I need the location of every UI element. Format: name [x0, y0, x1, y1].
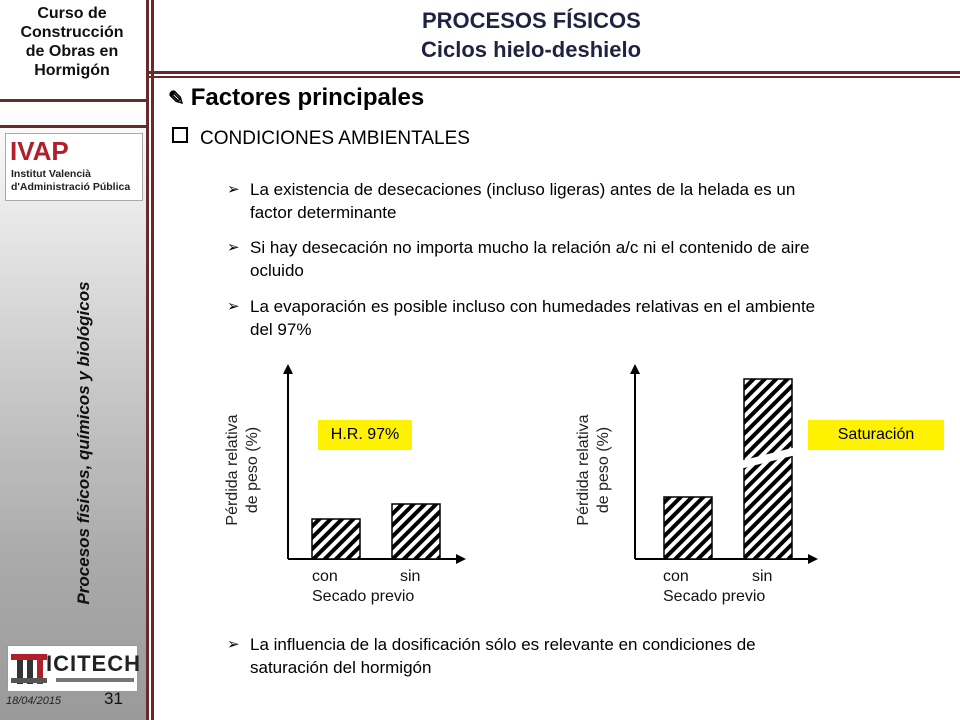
ivap-logo: IVAP Institut Valencià d'Administració P…: [5, 133, 143, 201]
chart1-y-arrow-icon: [283, 364, 293, 374]
ivap-logo-line2: d'Administració Pública: [11, 181, 131, 193]
y-axis-label-line: Pérdida relativa: [575, 414, 592, 526]
chart1-category-label: con: [312, 568, 338, 585]
subsection-heading-text: CONDICIONES AMBIENTALES: [200, 128, 470, 149]
section-heading: ✎ Factores principales: [168, 84, 424, 112]
course-title-line: Curso de: [37, 5, 107, 22]
chart1-bars: [311, 503, 441, 560]
chart1-plot: [283, 364, 466, 564]
chart2-bar-con: [663, 496, 713, 560]
sidebar-background: [0, 102, 146, 720]
icitech-emblem-icon: [11, 654, 47, 684]
section-heading-text: Factores principales: [190, 84, 425, 111]
chart1-x-axis-label: Secado previo: [312, 588, 415, 605]
course-title-line: Construcción: [20, 24, 124, 41]
chart2-y-axis-label: Pérdida relativa de peso (%): [574, 414, 614, 525]
chart2-bar-sin: [743, 378, 793, 560]
sidebar-border-line: [146, 0, 149, 720]
sidebar-divider-second: [0, 125, 146, 128]
slide-date: 18/04/2015: [6, 695, 62, 707]
bullet-item: ➢ Si hay desecación no importa mucho la …: [227, 236, 960, 282]
subsection-heading: CONDICIONES AMBIENTALES: [172, 127, 470, 150]
bullet-text: La influencia de la dosificación sólo es…: [250, 635, 756, 654]
page-title: PROCESOS FÍSICOS: [422, 8, 641, 33]
header-divider-inner: [146, 76, 960, 78]
ivap-logo-line1: Institut Valencià: [11, 168, 91, 180]
chart1-category-label: sin: [400, 568, 421, 585]
chart2-category-label: sin: [752, 568, 773, 585]
checkbox-icon: [172, 127, 188, 143]
chart2-axis-break: [740, 447, 796, 469]
course-title: Curso de Construcción de Obras en Hormig…: [0, 4, 144, 80]
chart1-bar-sin: [391, 503, 441, 560]
chart1-bar-con: [311, 518, 361, 560]
chart2-y-arrow-icon: [630, 364, 640, 374]
chart2-x-arrow-icon: [808, 554, 818, 564]
chart2-category-label: con: [663, 568, 689, 585]
page-number: 31: [104, 689, 123, 708]
y-axis-label-line: de peso (%): [244, 426, 261, 514]
arrow-bullet-icon: ➢: [227, 181, 240, 198]
chart1-x-arrow-icon: [456, 554, 466, 564]
page-subtitle: Ciclos hielo-deshielo: [421, 37, 642, 62]
bullet-text: del 97%: [250, 320, 312, 339]
course-title-line: Hormigón: [34, 62, 110, 79]
arrow-bullet-icon: ➢: [227, 636, 240, 653]
ivap-logo-text: IVAP: [10, 136, 69, 166]
chart2-plot: [630, 364, 818, 564]
bullet-item: ➢ La existencia de desecaciones (incluso…: [227, 178, 960, 224]
chart2-bars: [663, 378, 796, 560]
chart1-y-axis-label: Pérdida relativa de peso (%): [223, 414, 263, 525]
bullet-text: La existencia de desecaciones (incluso l…: [250, 180, 796, 199]
chart1-annotation: H.R. 97%: [318, 420, 412, 450]
bullet-item: ➢ La evaporación es posible incluso con …: [227, 295, 960, 341]
y-axis-label-line: Pérdida relativa: [224, 414, 241, 526]
icitech-logo-text: ICITECH: [46, 651, 141, 676]
y-axis-label-line: de peso (%): [595, 426, 612, 514]
bullet-item: ➢ La influencia de la dosificación sólo …: [227, 633, 960, 679]
chart2-annotation: Saturación: [808, 420, 944, 450]
bullet-text: Si hay desecación no importa mucho la re…: [250, 238, 810, 257]
icitech-logo: ICITECH: [7, 645, 141, 692]
chart2-x-axis-label: Secado previo: [663, 588, 766, 605]
bullet-text: ocluido: [250, 261, 304, 280]
bullet-text: saturación del hormigón: [250, 658, 432, 677]
sidebar-divider-top: [0, 99, 146, 102]
course-title-line: de Obras en: [25, 43, 119, 60]
sidebar-border-line-inner: [151, 0, 154, 720]
icitech-subline: [56, 678, 134, 682]
pencil-icon: ✎: [168, 88, 185, 110]
subject-title: Procesos físicos, químicos y biológicos: [74, 281, 93, 605]
sidebar: Curso de Construcción de Obras en Hormig…: [0, 0, 146, 720]
arrow-bullet-icon: ➢: [227, 298, 240, 315]
arrow-bullet-icon: ➢: [227, 239, 240, 256]
bullet-text: La evaporación es posible incluso con hu…: [250, 297, 816, 316]
bullet-text: factor determinante: [250, 203, 397, 222]
header-divider: [146, 71, 960, 74]
